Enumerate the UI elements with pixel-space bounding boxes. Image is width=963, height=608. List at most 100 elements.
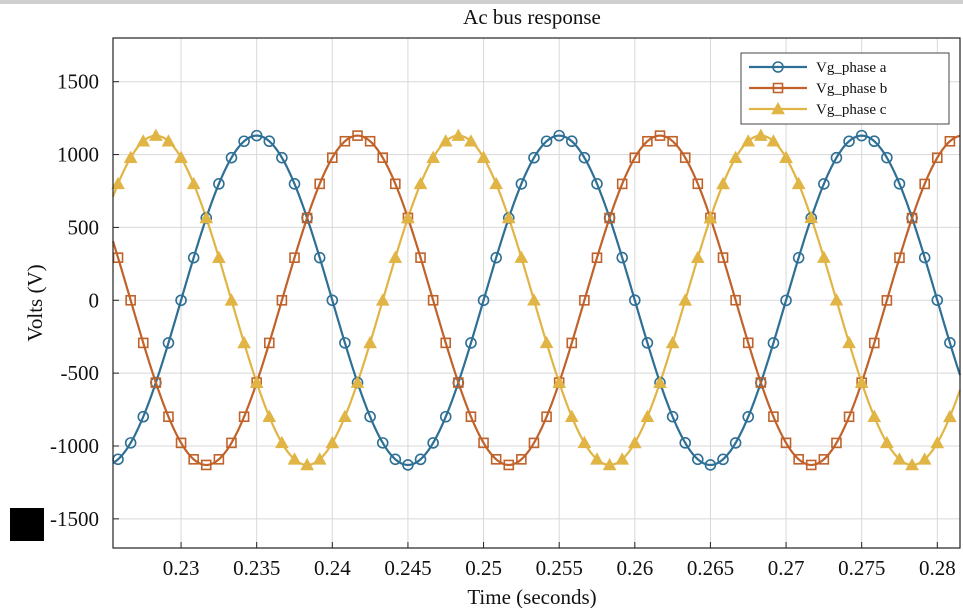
series-marker-vg-phase-c: [930, 435, 945, 449]
series-marker-vg-phase-b: [667, 135, 678, 147]
series-marker-vg-phase-c: [791, 176, 806, 190]
series-marker-vg-phase-b: [742, 337, 754, 349]
series-marker-vg-phase-c: [224, 293, 239, 306]
series-marker-vg-phase-b: [780, 437, 792, 449]
series-marker-vg-phase-c: [237, 335, 251, 349]
series-marker-vg-phase-c: [426, 150, 440, 164]
series-marker-vg-phase-b: [541, 411, 552, 423]
series-marker-vg-phase-b: [188, 454, 199, 465]
series-marker-vg-phase-c: [476, 150, 491, 163]
series-marker-vg-phase-a: [704, 459, 717, 471]
series-marker-vg-phase-b: [516, 454, 527, 465]
series-marker-vg-phase-b: [793, 454, 804, 465]
series-marker-vg-phase-b: [490, 454, 502, 465]
x-tick-label: 0.255: [536, 556, 583, 580]
y-tick-label: 0: [89, 288, 100, 312]
y-tick-label: -500: [61, 361, 100, 385]
series-marker-vg-phase-a: [742, 410, 755, 423]
legend-label-vg-phase-a: Vg_phase a: [816, 60, 887, 76]
series-marker-vg-phase-a: [250, 129, 263, 142]
series-marker-vg-phase-c: [577, 435, 592, 449]
y-tick-label: 1500: [57, 70, 99, 94]
x-tick-label: 0.235: [233, 556, 280, 580]
series-marker-vg-phase-b: [579, 295, 590, 306]
legend-marker-vg-phase-b: [772, 82, 784, 94]
series-marker-vg-phase-b: [263, 337, 275, 349]
series-marker-vg-phase-a: [490, 251, 502, 264]
series-marker-vg-phase-a: [175, 294, 187, 307]
y-axis-label: Volts (V): [23, 264, 47, 341]
series-marker-vg-phase-c: [262, 409, 277, 423]
series-marker-vg-phase-b: [642, 135, 653, 147]
series-marker-vg-phase-a: [339, 337, 351, 349]
series-marker-vg-phase-c: [464, 134, 478, 147]
series-marker-vg-phase-b: [440, 337, 452, 349]
series-marker-vg-phase-c: [943, 409, 957, 423]
series-marker-vg-phase-a: [830, 151, 843, 164]
series-marker-vg-phase-a: [540, 135, 553, 148]
x-tick-label: 0.25: [465, 556, 502, 580]
x-tick-label: 0.275: [838, 556, 885, 580]
series-marker-vg-phase-a: [137, 410, 150, 423]
series-marker-vg-phase-c: [275, 435, 289, 449]
x-tick-label: 0.265: [687, 556, 734, 580]
series-marker-vg-phase-b: [301, 212, 313, 224]
y-tick-label: 500: [68, 215, 100, 239]
legend-marker-vg-phase-c: [771, 101, 785, 115]
series-marker-vg-phase-c: [413, 176, 428, 190]
series-marker-vg-phase-c: [653, 375, 667, 388]
series-marker-vg-phase-c: [678, 293, 693, 306]
series-marker-vg-phase-b: [327, 152, 338, 163]
series-marker-vg-phase-a: [792, 251, 805, 264]
legend-label-vg-phase-c: Vg_phase c: [816, 102, 887, 118]
series-marker-vg-phase-b: [730, 294, 741, 306]
series-marker-vg-phase-a: [465, 337, 477, 349]
series-marker-vg-phase-a: [717, 453, 729, 466]
series-marker-vg-phase-b: [692, 178, 704, 190]
series-marker-vg-phase-b: [453, 377, 464, 388]
series-marker-vg-phase-b: [818, 454, 830, 465]
series-marker-vg-phase-b: [137, 337, 149, 349]
series-marker-vg-phase-c: [325, 435, 340, 449]
series-marker-vg-phase-c: [640, 409, 655, 423]
series-marker-vg-phase-c: [388, 250, 403, 263]
series-marker-vg-phase-b: [881, 295, 893, 306]
series-marker-vg-phase-b: [894, 252, 905, 264]
x-tick-label: 0.26: [616, 556, 653, 580]
series-marker-vg-phase-a: [402, 459, 414, 471]
series-marker-vg-phase-b: [276, 294, 288, 306]
series-marker-vg-phase-a: [780, 294, 792, 307]
series-marker-vg-phase-a: [326, 294, 339, 307]
series-marker-vg-phase-c: [741, 134, 756, 147]
series-marker-vg-phase-c: [199, 210, 214, 224]
series-marker-vg-phase-b: [919, 178, 930, 190]
chart-title: Ac bus response: [463, 5, 601, 29]
series-marker-vg-phase-c: [766, 134, 781, 147]
series-marker-vg-phase-a: [918, 251, 931, 264]
series-marker-vg-phase-b: [125, 294, 136, 306]
series-marker-vg-phase-a: [729, 437, 742, 449]
series-marker-vg-phase-b: [755, 377, 767, 388]
series-marker-vg-phase-a: [162, 337, 175, 349]
series-marker-vg-phase-c: [249, 375, 264, 388]
series-marker-vg-phase-a: [553, 129, 565, 142]
legend: Vg_phase a Vg_phase b Vg_phase c: [740, 52, 950, 125]
series-marker-vg-phase-c: [363, 335, 377, 349]
series-marker-vg-phase-b: [831, 437, 842, 449]
series-marker-vg-phase-c: [602, 457, 617, 471]
series-marker-vg-phase-a: [881, 151, 893, 164]
series-marker-vg-phase-c: [438, 134, 453, 147]
top-strip: [0, 0, 963, 4]
series-marker-vg-phase-b: [238, 411, 250, 423]
series-marker-vg-phase-c: [690, 250, 705, 264]
x-tick-label: 0.23: [163, 556, 200, 580]
series-marker-vg-phase-c: [149, 128, 163, 141]
series-marker-vg-phase-a: [591, 178, 603, 190]
series-marker-vg-phase-c: [111, 176, 125, 190]
series-marker-vg-phase-b: [427, 294, 439, 306]
series-marker-vg-phase-b: [503, 459, 515, 471]
series-marker-vg-phase-a: [565, 135, 578, 148]
series-marker-vg-phase-c: [136, 134, 151, 147]
series-marker-vg-phase-a: [528, 151, 540, 164]
